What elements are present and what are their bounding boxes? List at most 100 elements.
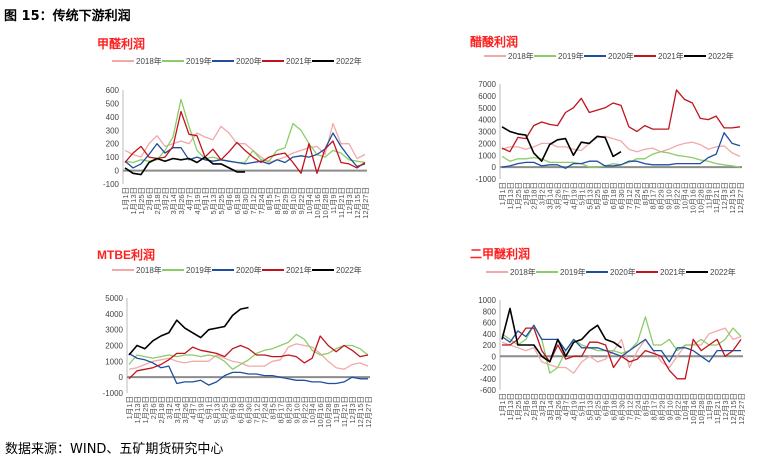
- x-tick-label: 3月26日: [181, 396, 190, 424]
- y-tick-label: -600: [480, 386, 497, 395]
- x-tick-label: 11月21日: [337, 187, 346, 218]
- y-tick-label: 800: [483, 307, 497, 316]
- x-tick-label: 1月1日: [125, 396, 134, 419]
- legend-label: 2018年: [136, 56, 162, 66]
- x-tick-label: 9月10日: [665, 182, 674, 210]
- x-tick-label: 10月16日: [313, 187, 322, 219]
- x-tick-label: 12月27日: [737, 393, 746, 425]
- legend-label: 2019年: [560, 267, 586, 277]
- chart-title: 醋酸利润: [470, 34, 518, 49]
- x-tick-label: 7月12日: [252, 396, 261, 424]
- x-tick-label: 8月29日: [657, 393, 666, 421]
- legend-label: 2019年: [558, 51, 584, 61]
- x-tick-label: 5月13日: [213, 396, 222, 424]
- x-tick-label: 12月3日: [721, 393, 730, 421]
- x-tick-label: 4月19日: [193, 187, 202, 215]
- x-tick-label: 2月18日: [157, 396, 166, 424]
- x-tick-label: 3月2日: [161, 187, 170, 210]
- y-tick-label: 0: [119, 373, 124, 382]
- legend-label: 2020年: [610, 267, 636, 277]
- series-line-2018: [128, 343, 369, 370]
- legend-label: 2019年: [186, 56, 212, 66]
- x-tick-label: 7月24日: [633, 393, 642, 421]
- y-tick-label: 2000: [105, 342, 123, 351]
- series-line-2018: [501, 327, 742, 374]
- x-tick-label: 10月28日: [696, 182, 705, 214]
- x-tick-label: 6月30日: [245, 396, 254, 424]
- y-tick-label: -1000: [476, 175, 497, 184]
- x-tick-label: 3月26日: [177, 187, 186, 215]
- x-tick-label: 10月4日: [681, 393, 690, 421]
- acetic-acid-profit-chart: 醋酸利润 2018年 2019年 2020年 2021年 2022年 -1000 0 1000 2…: [470, 34, 745, 214]
- x-tick-label: 7月12日: [249, 187, 258, 215]
- x-tick-label: 6月6日: [601, 182, 610, 205]
- series-line-2021: [128, 335, 369, 380]
- x-tick-label: 3月14日: [173, 396, 182, 424]
- x-tick-label: 4月19日: [569, 182, 578, 210]
- x-tick-label: 3月14日: [169, 187, 178, 215]
- x-tick-label: 11月9日: [705, 393, 714, 420]
- x-tick-label: 9月22日: [300, 396, 309, 424]
- x-tick-label: 5月1日: [201, 187, 210, 210]
- x-tick-label: 4月7日: [185, 187, 194, 210]
- x-tick-label: 5月25日: [217, 187, 226, 215]
- x-tick-label: 11月9日: [704, 182, 713, 209]
- x-tick-label: 6月18日: [610, 393, 619, 421]
- series-line-2018: [501, 135, 741, 157]
- x-tick-label: 2月6日: [522, 393, 531, 416]
- series-line-2022: [501, 126, 622, 162]
- x-tick-label: 6月18日: [237, 396, 246, 424]
- x-tick-label: 10月16日: [689, 393, 698, 425]
- x-tick-label: 8月17日: [273, 187, 282, 215]
- y-tick-label: 1000: [478, 296, 496, 305]
- x-tick-label: 8月5日: [641, 393, 650, 416]
- x-tick-label: 4月7日: [189, 396, 198, 419]
- x-tick-label: 3月14日: [546, 182, 555, 210]
- x-tick-label: 8月29日: [657, 182, 666, 210]
- x-tick-label: 9月22日: [673, 393, 682, 421]
- x-tick-label: 4月19日: [570, 393, 579, 421]
- y-tick-label: 5000: [478, 104, 496, 113]
- x-tick-label: 1月25日: [514, 393, 523, 421]
- y-tick-label: 4000: [478, 116, 496, 125]
- y-tick-label: 4000: [105, 310, 123, 319]
- y-tick-label: 600: [483, 319, 497, 328]
- x-tick-label: 7月24日: [257, 187, 266, 215]
- legend-label: 2020年: [236, 56, 262, 66]
- legend-label: 2021年: [286, 265, 312, 275]
- y-tick-label: 6000: [478, 92, 496, 101]
- x-tick-label: 7月12日: [625, 182, 634, 210]
- series-line-2022: [128, 306, 249, 356]
- x-tick-label: 3月2日: [538, 393, 547, 416]
- x-tick-label: 6月6日: [229, 396, 238, 419]
- x-tick-label: 5月13日: [586, 393, 595, 421]
- legend-label: 2018年: [510, 267, 536, 277]
- x-tick-label: 6月18日: [233, 187, 242, 215]
- x-tick-label: 7月12日: [625, 393, 634, 421]
- x-tick-label: 5月25日: [594, 393, 603, 421]
- x-tick-label: 8月29日: [281, 187, 290, 215]
- legend-label: 2022年: [336, 265, 362, 275]
- x-tick-label: 2月18日: [530, 182, 539, 210]
- x-tick-label: 5月1日: [577, 182, 586, 205]
- y-tick-label: 500: [106, 99, 120, 108]
- x-tick-label: 6月6日: [225, 187, 234, 210]
- y-tick-label: -1000: [103, 389, 124, 398]
- y-tick-label: 0: [492, 163, 497, 172]
- figure-title: 图 15：传统下游利润: [4, 9, 131, 24]
- x-tick-label: 5月25日: [221, 396, 230, 424]
- legend-label: 2019年: [186, 265, 212, 275]
- y-tick-label: 1000: [478, 151, 496, 160]
- mtbe-profit-chart: MTBE利润 2018年 2019年 2020年 2021年 2022年 -1000 0 100…: [97, 247, 373, 428]
- x-tick-label: 8月5日: [641, 182, 650, 205]
- y-tick-label: 600: [106, 86, 120, 95]
- series-line-2022: [501, 307, 622, 363]
- formaldehyde-profit-chart: 甲醛利润 2018年 2019年 2020年 2021年 2022年 -100 0 100 200…: [97, 36, 370, 219]
- x-tick-label: 10月28日: [697, 393, 706, 425]
- y-tick-label: 7000: [478, 80, 496, 89]
- x-tick-label: 5月1日: [205, 396, 214, 419]
- y-tick-label: 3000: [105, 326, 123, 335]
- series-line-2022: [124, 156, 245, 176]
- x-tick-label: 9月22日: [297, 187, 306, 215]
- series-line-2021: [124, 110, 366, 174]
